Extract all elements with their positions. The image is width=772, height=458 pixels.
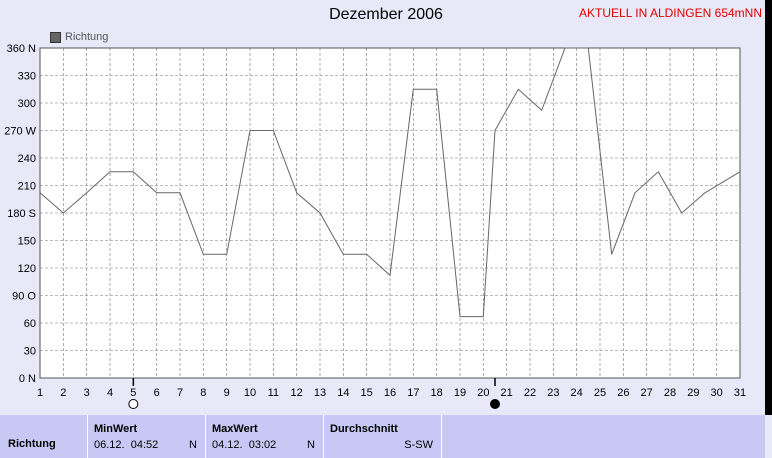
minwert-header: MinWert bbox=[94, 423, 138, 435]
x-tick-label: 14 bbox=[337, 387, 349, 399]
x-tick-label: 6 bbox=[154, 387, 160, 399]
maxwert-datetime: 04.12. 03:02 bbox=[212, 439, 276, 451]
y-tick-label: 360 N bbox=[7, 43, 36, 55]
row-label: Richtung bbox=[8, 438, 56, 450]
x-tick-label: 16 bbox=[384, 387, 396, 399]
x-tick-label: 11 bbox=[268, 387, 279, 399]
y-tick-label: 330 bbox=[18, 71, 36, 83]
minwert-panel: MinWert 06.12. 04:52 N bbox=[88, 415, 206, 458]
x-tick-label: 18 bbox=[431, 387, 443, 399]
x-tick-label: 8 bbox=[200, 387, 206, 399]
row-label-panel: Richtung bbox=[0, 415, 88, 458]
x-tick-label: 15 bbox=[361, 387, 373, 399]
maxwert-panel: MaxWert 04.12. 03:02 N bbox=[206, 415, 324, 458]
minwert-time: 04:52 bbox=[130, 439, 159, 451]
x-tick-label: 2 bbox=[60, 387, 66, 399]
aktuell-label: AKTUELL IN ALDINGEN 654mNN bbox=[579, 6, 762, 20]
minwert-datetime: 06.12. 04:52 bbox=[94, 439, 158, 451]
x-tick-label: 13 bbox=[314, 387, 326, 399]
y-tick-label: 270 W bbox=[4, 126, 36, 138]
y-tick-label: 0 N bbox=[19, 373, 36, 385]
durchschnitt-panel: Durchschnitt S-SW bbox=[324, 415, 442, 458]
maxwert-date: 04.12. bbox=[212, 439, 243, 451]
chart-title: Dezember 2006 bbox=[329, 6, 443, 23]
y-tick-label: 240 bbox=[18, 153, 36, 165]
y-tick-label: 180 S bbox=[7, 208, 36, 220]
new-moon-icon bbox=[490, 399, 500, 409]
x-tick-label: 25 bbox=[594, 387, 606, 399]
right-edge-strip bbox=[765, 0, 772, 415]
full-moon-icon bbox=[128, 399, 139, 409]
x-tick-label: 12 bbox=[291, 387, 303, 399]
y-tick-label: 300 bbox=[18, 98, 36, 110]
x-tick-label: 5 bbox=[130, 387, 136, 399]
x-tick-label: 3 bbox=[84, 387, 90, 399]
x-tick-label: 23 bbox=[547, 387, 559, 399]
legend-label: Richtung bbox=[65, 31, 109, 43]
maxwert-header: MaxWert bbox=[212, 423, 258, 435]
x-tick-label: 10 bbox=[244, 387, 256, 399]
y-tick-label: 150 bbox=[18, 236, 36, 248]
x-tick-label: 28 bbox=[664, 387, 676, 399]
minwert-direction: N bbox=[189, 439, 197, 451]
x-tick-label: 1 bbox=[37, 387, 43, 399]
x-tick-label: 9 bbox=[224, 387, 230, 399]
x-tick-label: 4 bbox=[107, 387, 113, 399]
durchschnitt-value: S-SW bbox=[404, 439, 433, 451]
maxwert-direction: N bbox=[307, 439, 315, 451]
legend: Richtung bbox=[50, 31, 108, 43]
y-tick-label: 120 bbox=[18, 263, 36, 275]
x-tick-label: 29 bbox=[687, 387, 699, 399]
minwert-date: 06.12. bbox=[94, 439, 125, 451]
x-tick-label: 22 bbox=[524, 387, 536, 399]
x-tick-label: 20 bbox=[477, 387, 489, 399]
legend-swatch bbox=[50, 31, 61, 43]
maxwert-time: 03:02 bbox=[248, 439, 277, 451]
y-tick-label: 60 bbox=[24, 318, 36, 330]
empty-panel bbox=[442, 415, 765, 458]
y-tick-label: 90 O bbox=[12, 291, 36, 303]
y-tick-label: 30 bbox=[24, 346, 36, 358]
y-tick-label: 210 bbox=[18, 181, 36, 193]
x-tick-label: 7 bbox=[177, 387, 183, 399]
x-tick-label: 21 bbox=[501, 387, 513, 399]
durchschnitt-header: Durchschnitt bbox=[330, 423, 398, 435]
x-tick-label: 19 bbox=[454, 387, 466, 399]
x-tick-label: 30 bbox=[711, 387, 723, 399]
x-tick-label: 27 bbox=[641, 387, 653, 399]
x-tick-label: 26 bbox=[617, 387, 629, 399]
plot-frame bbox=[39, 47, 741, 379]
x-tick-label: 31 bbox=[734, 387, 746, 399]
x-tick-label: 17 bbox=[407, 387, 419, 399]
x-tick-label: 24 bbox=[571, 387, 583, 399]
